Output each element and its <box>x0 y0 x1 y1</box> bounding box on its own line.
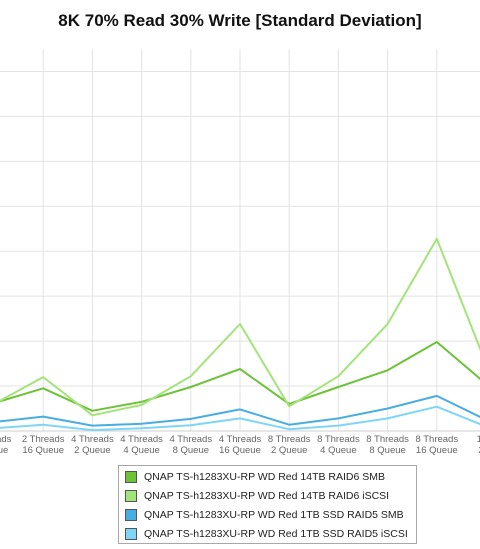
x-tick-label-line: 4 Threads <box>219 434 262 445</box>
x-tick-label-line: 16 T <box>477 434 480 445</box>
x-tick-label: 8 Threads 16 Queue <box>415 434 458 456</box>
legend-item[interactable]: QNAP TS-h1283XU-RP WD Red 14TB RAID6 iSC… <box>125 488 389 504</box>
x-tick-label-line: 8 Queue <box>173 445 209 456</box>
series-lines <box>0 237 480 432</box>
x-tick-label: 8 Threads 8 Queue <box>366 434 409 456</box>
legend-swatch <box>125 509 137 521</box>
x-tick-label-line: 2 Queue <box>74 445 110 456</box>
legend-swatch <box>125 490 137 502</box>
x-tick-label: 4 Threads 4 Queue <box>120 434 163 456</box>
x-tick-label-line: 8 Threads <box>415 434 458 445</box>
x-tick-label-line: Threads <box>0 434 12 445</box>
x-tick-label-line: 2 Q <box>478 445 480 456</box>
x-tick-label-line: 16 Queue <box>416 445 458 456</box>
x-tick-label-line: 8 Queue <box>369 445 405 456</box>
legend-item[interactable]: QNAP TS-h1283XU-RP WD Red 1TB SSD RAID5 … <box>125 507 404 523</box>
legend-label: QNAP TS-h1283XU-RP WD Red 14TB RAID6 iSC… <box>144 490 390 502</box>
x-tick-label-line: 4 Threads <box>120 434 163 445</box>
x-tick-label: 8 Threads 2 Queue <box>268 434 311 456</box>
legend-swatch <box>125 528 137 540</box>
series-line-3 <box>0 394 480 427</box>
x-tick-label-line: 2 Threads <box>22 434 65 445</box>
x-tick-label: 4 Threads 8 Queue <box>169 434 212 456</box>
chart-title: 8K 70% Read 30% Write [Standard Deviatio… <box>58 11 422 30</box>
legend-item[interactable]: QNAP TS-h1283XU-RP WD Red 14TB RAID6 SMB <box>125 469 385 485</box>
x-tick-label-line: 8 Threads <box>268 434 311 445</box>
x-tick-label-line: Queue <box>0 445 8 456</box>
legend-item[interactable]: QNAP TS-h1283XU-RP WD Red 1TB SSD RAID5 … <box>125 526 408 542</box>
series-line-4 <box>0 405 480 432</box>
x-tick-label-line: 4 Queue <box>123 445 159 456</box>
grid <box>0 49 480 432</box>
x-tick-label-line: 16 Queue <box>22 445 64 456</box>
legend: QNAP TS-h1283XU-RP WD Red 14TB RAID6 SMB… <box>118 465 417 544</box>
series-line-2 <box>0 237 480 417</box>
legend-label: QNAP TS-h1283XU-RP WD Red 14TB RAID6 SMB <box>144 471 386 483</box>
x-tick-label: 2 Threads 16 Queue <box>22 434 65 456</box>
x-tick-label-line: 8 Threads <box>317 434 360 445</box>
x-tick-label-line: 16 Queue <box>219 445 261 456</box>
x-tick-label-line: 2 Queue <box>271 445 307 456</box>
x-tick-label-line: 4 Threads <box>169 434 212 445</box>
x-tick-label: 4 Threads 2 Queue <box>71 434 114 456</box>
x-tick-label: ThreadsQueue <box>0 434 12 456</box>
x-tick-label-line: 8 Threads <box>366 434 409 445</box>
x-tick-label-line: 4 Threads <box>71 434 114 445</box>
legend-label: QNAP TS-h1283XU-RP WD Red 1TB SSD RAID5 … <box>144 509 404 521</box>
x-tick-label: 4 Threads 16 Queue <box>219 434 262 456</box>
x-tick-label: 16 T2 Q <box>477 434 480 456</box>
x-tick-label: 8 Threads 4 Queue <box>317 434 360 456</box>
legend-label: QNAP TS-h1283XU-RP WD Red 1TB SSD RAID5 … <box>144 528 408 540</box>
x-tick-label-line: 4 Queue <box>320 445 356 456</box>
legend-swatch <box>125 471 137 483</box>
